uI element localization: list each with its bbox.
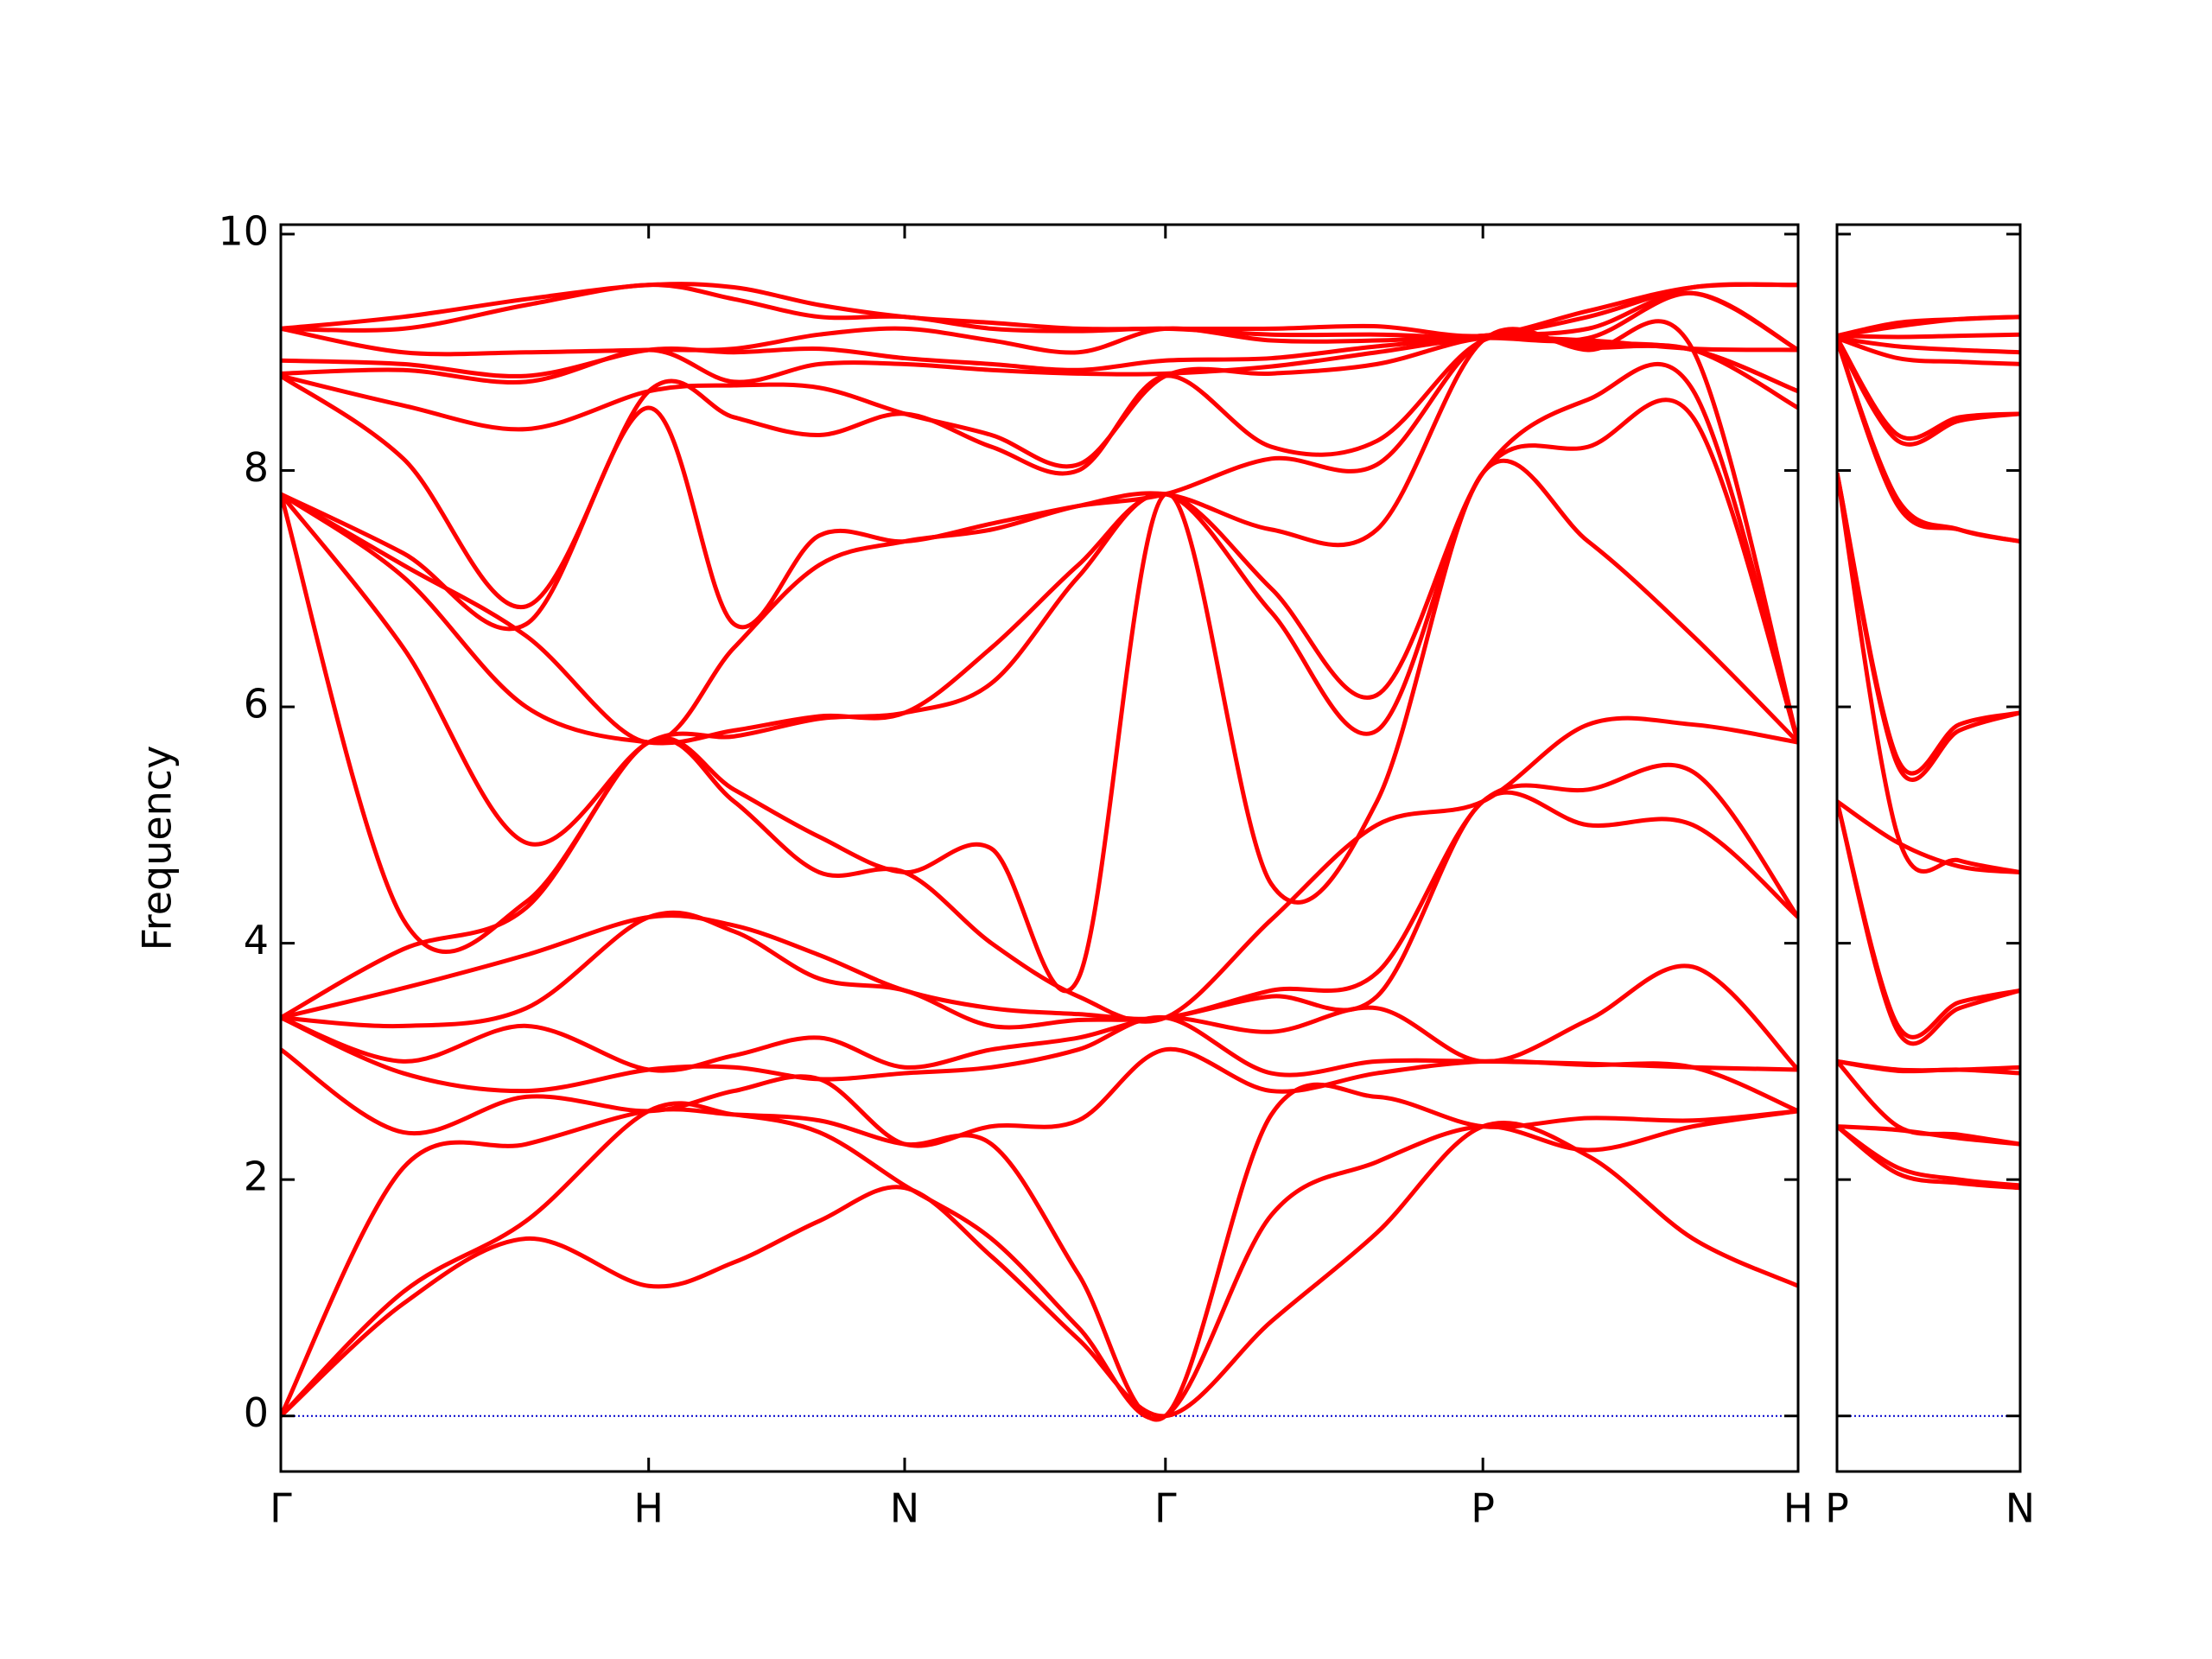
band-line xyxy=(281,963,1798,1073)
band-line xyxy=(1837,332,2020,340)
y-tick-label: 2 xyxy=(244,1154,269,1200)
plot-area xyxy=(281,282,1798,1422)
x-tick-label: N xyxy=(2005,1485,2035,1532)
x-tick-label: H xyxy=(633,1485,664,1532)
band-line xyxy=(281,1082,1798,1422)
plot-area xyxy=(1837,315,2020,1417)
axes-frame xyxy=(1835,223,2022,1473)
y-tick-label: 8 xyxy=(244,444,269,491)
band-line xyxy=(1837,800,2020,1039)
x-tick-label: H xyxy=(1783,1485,1814,1532)
x-tick-label: P xyxy=(1825,1485,1849,1532)
band-line xyxy=(281,790,1798,1030)
band-line xyxy=(281,290,1798,378)
band-line xyxy=(281,282,1798,339)
band-line xyxy=(1837,472,2020,874)
band-line xyxy=(1837,1058,2020,1073)
band-line xyxy=(1837,472,2020,776)
band-line xyxy=(1837,1124,2020,1188)
band-line xyxy=(1837,336,2020,442)
band-line xyxy=(281,282,1798,340)
y-tick-label: 0 xyxy=(244,1389,269,1436)
x-tick-label: Γ xyxy=(1154,1485,1177,1532)
band-line xyxy=(1837,1059,2020,1147)
band-line xyxy=(281,361,1798,746)
y-tick-label: 10 xyxy=(218,207,269,254)
band-line xyxy=(281,1014,1798,1094)
y-tick-label: 4 xyxy=(244,917,269,963)
band-line xyxy=(1837,335,2020,366)
band-line xyxy=(281,397,1798,847)
x-tick-label: Γ xyxy=(270,1485,292,1532)
band-line xyxy=(281,290,1798,357)
y-axis-label: Frequency xyxy=(134,746,181,951)
band-line xyxy=(281,1120,1798,1419)
axes-frame xyxy=(279,223,1800,1473)
band-line xyxy=(1837,1124,2020,1191)
x-tick-label: P xyxy=(1471,1485,1495,1532)
band-line xyxy=(1837,799,2020,875)
y-tick-label: 6 xyxy=(244,681,269,728)
band-line xyxy=(1837,315,2020,339)
band-line xyxy=(281,334,1798,385)
band-line xyxy=(1837,335,2020,355)
band-line xyxy=(1837,340,2020,544)
band-line xyxy=(281,762,1798,1021)
x-tick-label: N xyxy=(890,1485,919,1532)
band-line xyxy=(281,1101,1798,1421)
